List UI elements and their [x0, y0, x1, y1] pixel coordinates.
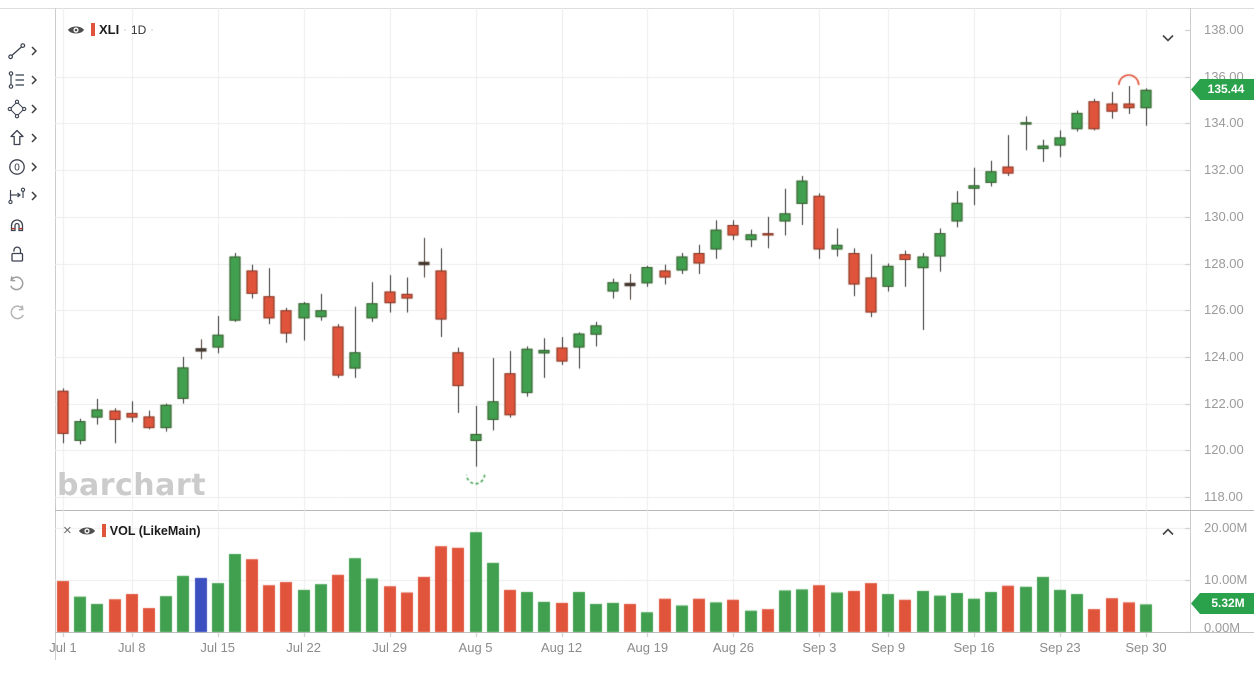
chevron-right-icon [31, 46, 37, 56]
date-tick-label: Jul 1 [49, 640, 77, 655]
barchart-watermark: barchart [57, 468, 207, 503]
undo-icon [10, 276, 24, 291]
price-axis-label: 118.00 [1204, 489, 1243, 504]
undo-button[interactable] [6, 270, 52, 296]
date-tick-label: Sep 9 [871, 640, 906, 655]
price-pane-legend: XLI · 1D · [67, 21, 154, 38]
arrow-marker-tool[interactable] [6, 125, 52, 151]
date-tick-label: Sep 3 [802, 640, 837, 655]
magnet-icon [10, 219, 24, 232]
date-tick-label: Jul 15 [200, 640, 236, 655]
axis-left-border [1190, 8, 1191, 632]
trend-line-tool[interactable] [6, 38, 52, 64]
redo-button[interactable] [6, 299, 52, 325]
magnet-tool[interactable] [6, 212, 52, 238]
series-color-bar [91, 23, 95, 36]
visibility-eye-icon[interactable] [78, 525, 96, 537]
circle-zero-icon: 0 [9, 159, 25, 175]
price-axis-label: 134.00 [1204, 115, 1244, 131]
date-tick-label: Aug 26 [712, 640, 755, 655]
svg-text:0: 0 [14, 162, 20, 173]
date-tick-label: Aug 12 [540, 640, 583, 655]
last-volume-badge: 5.32M [1191, 593, 1254, 614]
price-axis-label: 130.00 [1204, 208, 1244, 224]
volume-axis-label: 10.00M [1204, 572, 1248, 587]
volume-axis-label: 20.00M [1204, 520, 1248, 535]
series-color-bar [101, 524, 106, 537]
date-tick-label: Aug 5 [458, 640, 493, 655]
unlock-icon [11, 246, 24, 262]
measure-tool[interactable] [6, 183, 52, 209]
shapes-tool[interactable] [6, 96, 52, 122]
annotation-tool[interactable]: 0 [6, 154, 52, 180]
price-axis-label: 124.00 [1204, 348, 1244, 364]
date-tick-label: Jul 29 [372, 640, 407, 655]
price-axis-label: 122.00 [1204, 395, 1244, 411]
collapse-volume-pane-button[interactable] [1161, 524, 1175, 536]
trend-line-icon [8, 43, 26, 60]
redo-icon [10, 305, 24, 320]
volume-pane-legend: × VOL (LikeMain) [63, 522, 201, 539]
collapse-price-pane-button[interactable] [1161, 30, 1175, 42]
price-axis-label: 126.00 [1204, 302, 1244, 318]
close-icon[interactable]: × [63, 522, 72, 539]
date-tick-label: Sep 30 [1125, 640, 1167, 655]
chevron-right-icon [31, 133, 37, 143]
price-axis-label: 128.00 [1204, 255, 1244, 271]
volume-study-label[interactable]: VOL (LikeMain) [109, 523, 201, 538]
last-price-badge: 135.44 [1191, 79, 1254, 100]
legend-separator: · [123, 23, 127, 36]
unlock-tool[interactable] [6, 241, 52, 267]
legend-separator: · [150, 23, 154, 36]
price-axis-label: 132.00 [1204, 162, 1244, 178]
chevron-right-icon [31, 104, 37, 114]
visibility-eye-icon[interactable] [67, 24, 85, 36]
chevron-up-icon [1162, 528, 1174, 536]
candlestick-chart[interactable] [55, 8, 1190, 660]
date-tick-label: Jul 22 [286, 640, 322, 655]
chevron-right-icon [31, 162, 37, 172]
fibonacci-tool[interactable] [6, 67, 52, 93]
chevron-right-icon [31, 191, 37, 201]
symbol-label[interactable]: XLI [99, 22, 120, 37]
price-axis-label: 138.00 [1204, 22, 1244, 37]
shapes-icon [7, 99, 27, 119]
date-tick-label: Sep 16 [953, 640, 995, 655]
fibonacci-icon [8, 71, 24, 89]
chevron-right-icon [31, 75, 37, 85]
price-axis-label: 120.00 [1204, 442, 1244, 458]
arrow-up-icon [10, 129, 24, 146]
date-tick-label: Jul 8 [118, 640, 146, 655]
date-tick-label: Sep 23 [1039, 640, 1081, 655]
date-tick-label: Aug 19 [626, 640, 669, 655]
volume-axis-label: 0.00M [1204, 620, 1241, 635]
drawing-toolbar: 0 [0, 8, 55, 658]
measure-icon [8, 187, 26, 205]
chevron-down-icon [1162, 34, 1174, 42]
timeframe-label[interactable]: 1D [130, 22, 147, 37]
